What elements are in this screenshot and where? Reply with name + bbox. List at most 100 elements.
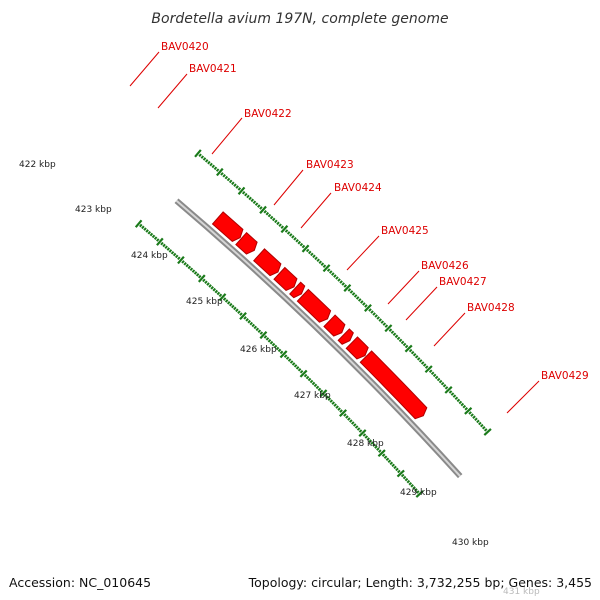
minor-tick [424,365,429,369]
gene-label-bav0421[interactable]: BAV0421 [189,63,237,75]
gene-bav0423[interactable] [273,266,298,292]
gene-bav0426[interactable] [323,314,346,337]
minor-tick [352,423,357,427]
minor-tick [314,256,318,261]
minor-tick [297,368,302,372]
minor-tick [276,221,280,226]
gene-bav0428[interactable] [345,336,369,360]
major-tick [377,449,386,458]
minor-tick [210,286,214,290]
tick-label-430: 430 kbp [452,538,489,548]
minor-tick [483,428,488,432]
minor-tick [271,342,276,347]
minor-tick [313,383,318,388]
leader-line [157,73,188,109]
minor-tick [444,386,449,390]
minor-tick [366,437,371,441]
minor-tick [356,427,361,431]
minor-tick [251,323,255,328]
minor-tick [233,306,237,311]
map-title: Bordetella avium 197N, complete genome [151,11,448,27]
gene-bav0422[interactable] [253,248,282,277]
minor-tick [333,274,337,278]
gene-label-bav0425[interactable]: BAV0425 [381,225,429,237]
minor-tick [337,407,341,411]
minor-tick [295,366,300,370]
minor-tick [347,288,352,292]
leader-line [346,235,380,271]
tick-label-428: 428 kbp [347,439,384,449]
minor-tick [310,252,314,257]
minor-tick [414,488,418,492]
minor-tick [285,356,290,360]
major-tick [396,469,405,478]
minor-tick [320,262,325,266]
gene-bav0421[interactable] [235,231,258,255]
gene-bav0424[interactable] [289,281,306,299]
minor-tick [172,252,177,257]
major-tick [424,365,433,374]
minor-tick [349,419,353,423]
tick-label-427: 427 kbp [294,391,331,401]
gene-bav0420[interactable] [211,211,244,242]
minor-tick [307,377,312,382]
leader-line [273,169,304,206]
major-tick [259,331,268,340]
minor-tick [198,153,202,158]
minor-tick [454,396,459,401]
gene-bav0425[interactable] [296,288,332,323]
minor-tick [341,282,345,286]
minor-tick [257,204,261,208]
major-tick [483,428,492,436]
gene-label-bav0423[interactable]: BAV0423 [306,159,354,171]
gene-label-bav0426[interactable]: BAV0426 [421,260,469,272]
minor-tick [333,403,337,407]
minor-tick [422,363,427,367]
minor-tick [202,157,207,161]
major-tick [259,205,267,214]
minor-tick [289,233,293,237]
minor-tick [319,389,324,394]
minor-tick [402,342,407,347]
minor-tick [243,316,247,320]
minor-tick [434,375,439,380]
minor-tick [241,190,246,195]
gene-label-bav0424[interactable]: BAV0424 [334,182,382,194]
minor-tick [376,316,380,320]
minor-tick [362,433,367,437]
gene-label-bav0420[interactable]: BAV0420 [161,41,209,53]
minor-tick [470,413,474,417]
minor-tick [252,200,257,205]
gene-label-bav0429[interactable]: BAV0429 [541,370,589,382]
minor-tick [269,215,274,220]
minor-tick [248,196,252,201]
minor-tick [212,287,216,292]
minor-tick [372,312,376,316]
minor-tick [395,467,399,472]
minor-tick [305,248,310,253]
major-tick [218,293,227,302]
minor-tick [374,445,378,449]
gene-label-bav0428[interactable]: BAV0428 [467,302,515,314]
minor-tick [299,242,304,247]
minor-tick [364,435,369,439]
minor-tick [323,393,328,398]
minor-tick [274,219,278,224]
minor-tick [233,183,237,187]
minor-tick [147,230,152,235]
minor-tick [364,304,368,308]
minor-tick [216,291,221,296]
minor-tick [480,423,484,428]
minor-tick [197,274,202,279]
gene-bav0429[interactable] [359,350,428,420]
minor-tick [273,344,278,349]
gene-label-bav0422[interactable]: BAV0422 [244,108,292,120]
gene-bav0427[interactable] [337,328,354,345]
minor-tick [224,299,229,303]
minor-tick [195,273,200,277]
minor-tick [235,308,239,313]
minor-tick [297,240,301,245]
gene-label-bav0427[interactable]: BAV0427 [439,276,487,288]
tick-label-426: 426 kbp [240,345,277,355]
